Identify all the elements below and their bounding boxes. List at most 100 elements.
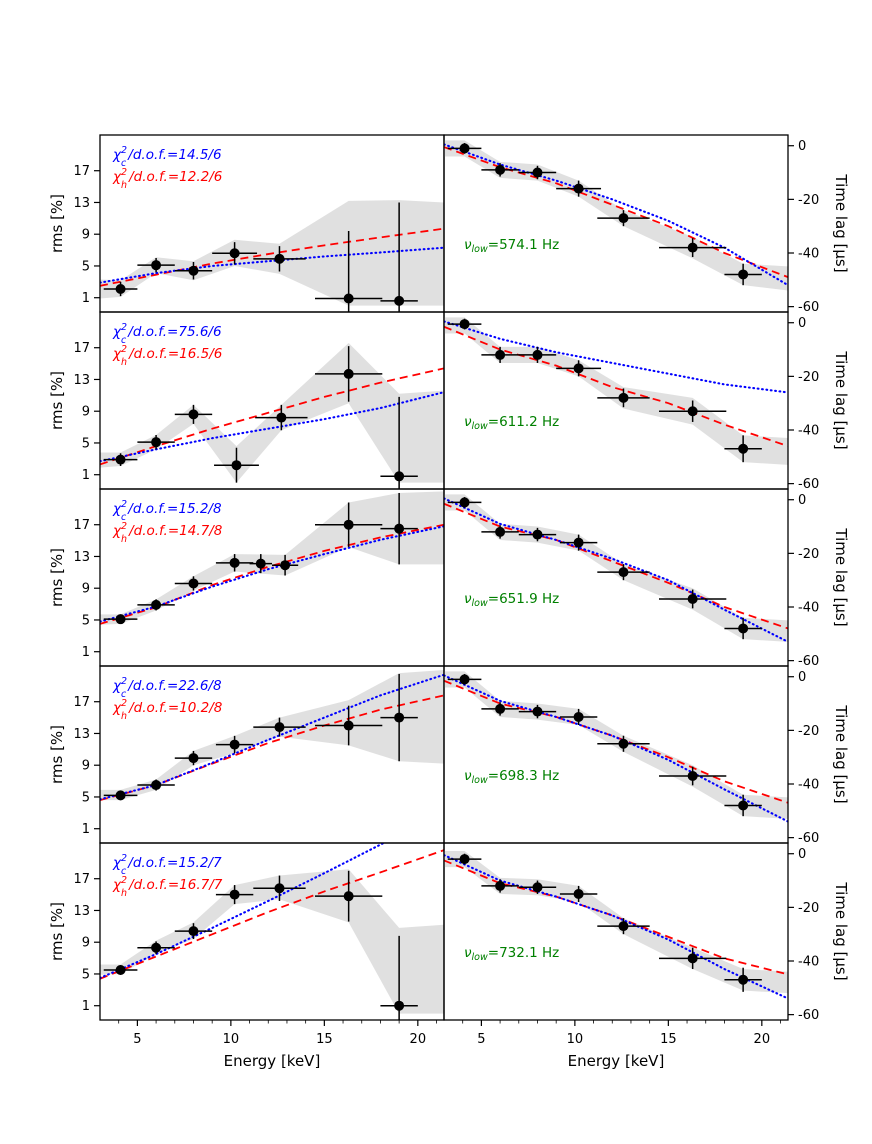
x-tick-label: 10: [223, 1032, 240, 1047]
ylabel-lag: Time lag [μs]: [832, 704, 850, 803]
data-point: [687, 242, 698, 253]
x-tick-label: 15: [316, 1032, 333, 1047]
y-tick-label: 5: [82, 436, 90, 451]
data-point: [229, 248, 240, 259]
data-point: [495, 880, 506, 891]
nu-low-annotation: νlow=698.3 Hz: [464, 768, 559, 786]
data-point: [738, 269, 749, 280]
y-tick-label: 0: [798, 316, 806, 331]
lag-panel-row4: [444, 671, 788, 823]
confidence-band: [100, 342, 444, 483]
data-point: [618, 921, 629, 932]
data-point: [151, 599, 162, 610]
lag-panel-row1: [444, 140, 788, 291]
rms-panel-row4: [100, 669, 444, 802]
y-tick-label: 0: [798, 139, 806, 154]
y-tick-label: -20: [798, 547, 819, 562]
confidence-band: [444, 671, 788, 819]
data-point: [532, 529, 543, 540]
data-point: [255, 558, 266, 569]
model-h-dashed-line: [100, 849, 444, 980]
y-tick-label: 0: [798, 670, 806, 685]
y-tick-label: -60: [798, 300, 819, 315]
data-point: [532, 167, 543, 178]
data-point: [115, 283, 126, 294]
data-point: [495, 526, 506, 537]
chi2-c-annotation: χ2 c/d.o.f.=15.2/8: [112, 499, 222, 523]
y-tick-label: 17: [73, 164, 90, 179]
y-tick-label: -40: [798, 424, 819, 439]
chi2-c-annotation: χ2 c/d.o.f.=14.5/6: [112, 145, 222, 169]
chi2-c-annotation: χ2 c/d.o.f.=22.6/8: [112, 676, 222, 700]
data-point: [573, 183, 584, 194]
data-point: [229, 739, 240, 750]
y-tick-label: 1: [82, 468, 90, 483]
data-point: [618, 213, 629, 224]
ylabel-rms: rms [%]: [48, 725, 66, 784]
data-point: [495, 164, 506, 175]
data-point: [532, 706, 543, 717]
confidence-band: [100, 669, 444, 801]
rms-panel-row5: [100, 843, 444, 1020]
data-point: [274, 883, 285, 894]
data-point: [343, 293, 354, 304]
y-tick-label: 9: [82, 936, 90, 951]
data-point: [738, 800, 749, 811]
confidence-band: [444, 851, 788, 994]
x-tick-label: 5: [133, 1032, 141, 1047]
data-point: [115, 964, 126, 975]
y-tick-label: 9: [82, 582, 90, 597]
data-point: [573, 363, 584, 374]
data-point: [618, 738, 629, 749]
panel-border: [443, 488, 789, 667]
data-point: [229, 557, 240, 568]
data-point: [343, 720, 354, 731]
lag-panel-row3: [444, 494, 788, 643]
data-point: [495, 703, 506, 714]
data-point: [231, 460, 242, 471]
model-h-dashed-line: [444, 502, 788, 630]
y-tick-label: 17: [73, 872, 90, 887]
data-point: [459, 143, 470, 154]
chi2-c-annotation: χ2 c/d.o.f.=15.2/7: [112, 853, 222, 877]
data-point: [687, 770, 698, 781]
lag-panel-row5: [444, 851, 788, 1000]
ylabel-rms: rms [%]: [48, 194, 66, 253]
data-point: [188, 409, 199, 420]
data-point: [274, 722, 285, 733]
model-c-dotted-line: [444, 674, 788, 823]
data-point: [229, 889, 240, 900]
nu-low-annotation: νlow=651.9 Hz: [464, 591, 559, 609]
chi2-c-annotation: χ2 c/d.o.f.=75.6/6: [112, 322, 222, 346]
data-point: [738, 443, 749, 454]
y-tick-label: 5: [82, 259, 90, 274]
data-point: [115, 614, 126, 625]
y-tick-label: 13: [73, 196, 90, 211]
confidence-band: [100, 869, 444, 1014]
data-point: [618, 392, 629, 403]
data-point: [188, 926, 199, 937]
ylabel-rms: rms [%]: [48, 371, 66, 430]
y-tick-label: -40: [798, 601, 819, 616]
chi2-h-annotation: χ2 h/d.o.f.=16.7/7: [112, 875, 223, 899]
data-point: [188, 753, 199, 764]
confidence-band: [444, 494, 788, 642]
nu-low-annotation: νlow=574.1 Hz: [464, 237, 559, 255]
chi2-h-annotation: χ2 h/d.o.f.=16.5/6: [112, 344, 222, 368]
confidence-band: [444, 317, 788, 465]
y-tick-label: 9: [82, 759, 90, 774]
data-point: [274, 253, 285, 264]
data-point: [618, 567, 629, 578]
y-tick-label: 0: [798, 493, 806, 508]
nu-low-annotation: νlow=611.2 Hz: [464, 414, 559, 432]
y-tick-label: -20: [798, 724, 819, 739]
data-point: [459, 674, 470, 685]
model-h-dashed-line: [100, 227, 444, 287]
y-tick-label: -60: [798, 654, 819, 669]
y-tick-label: 1: [82, 822, 90, 837]
data-point: [459, 854, 470, 865]
data-point: [738, 623, 749, 634]
data-point: [573, 711, 584, 722]
model-c-dotted-line: [100, 246, 444, 284]
